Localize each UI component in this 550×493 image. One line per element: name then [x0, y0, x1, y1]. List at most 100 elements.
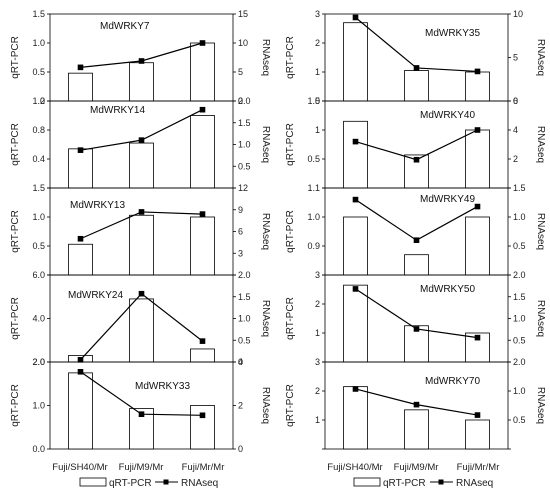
right-category-label-3: Fuji/Mr/Mr [457, 462, 500, 473]
bar-qrt-pcr [343, 22, 368, 102]
left-axis-tick-label: 2 [315, 38, 320, 48]
right-axis-tick-label: 1.5 [513, 292, 526, 302]
legend-right-bar-swatch [353, 477, 381, 487]
rnaseq-marker [199, 211, 206, 217]
left-axis-tick-label: 0 [315, 96, 320, 106]
bar-qrt-pcr [68, 72, 93, 102]
right-axis-title: RNAseq [260, 387, 271, 424]
right-axis-tick-label: 0 [238, 96, 243, 106]
left-axis-tick-label: 0.5 [32, 241, 45, 251]
right-axis-title: RNAseq [260, 126, 271, 163]
left-axis-tick-label: 1.5 [32, 9, 45, 19]
right-axis-tick-label: 4 [513, 125, 518, 135]
left-axis-tick-label: 1.5 [32, 183, 45, 193]
bar-qrt-pcr [190, 348, 215, 363]
chart-panel-1: 0 0.5 1.0 1.5 0 5 10 15 qRT-PCR RNAseq MdWRKY7 [10, 9, 271, 106]
left-axis-title: qRT-PCR [10, 36, 21, 79]
right-axis-tick-label: 10 [238, 38, 248, 48]
right-axis-title: RNAseq [535, 387, 546, 424]
bar-qrt-pcr [68, 372, 93, 450]
left-axis-title: qRT-PCR [10, 297, 21, 340]
right-axis-tick-label: 1.0 [513, 212, 526, 222]
rnaseq-marker [474, 68, 481, 75]
left-axis-tick-label: 1.0 [307, 212, 320, 222]
right-axis-tick-label: 6 [238, 227, 243, 237]
bar-qrt-pcr [129, 298, 154, 363]
left-category-label-3: Fuji/Mr/Mr [182, 462, 225, 473]
panel-title: MdWRKY50 [420, 284, 475, 295]
panel-title: MdWRKY33 [135, 381, 190, 392]
left-axis-tick-label: 3 [315, 270, 320, 280]
right-axis-title: RNAseq [535, 126, 546, 163]
left-axis-tick-label: 0.4 [32, 154, 45, 164]
left-axis-tick-label: 1 [315, 67, 320, 77]
left-axis-tick-label: 0.9 [307, 241, 320, 251]
right-axis-tick-label: 1.0 [513, 386, 526, 396]
right-axis-tick-label: 0.5 [238, 161, 251, 171]
bar-qrt-pcr [465, 216, 490, 276]
left-axis-tick-label: 1.0 [32, 212, 45, 222]
bar-qrt-pcr [190, 405, 215, 450]
bar-qrt-pcr [404, 325, 429, 363]
panel-title: MdWRKY70 [425, 376, 480, 387]
right-axis-tick-label: 1.0 [238, 314, 251, 324]
left-axis-title: qRT-PCR [285, 297, 296, 340]
left-axis-title: qRT-PCR [285, 36, 296, 79]
bar-qrt-pcr [465, 419, 490, 450]
panel-title: MdWRKY49 [420, 194, 475, 205]
right-axis-tick-label: 0 [513, 96, 518, 106]
bar-qrt-pcr [465, 129, 490, 189]
chart-panel-5: 0.0 1.0 2.0 0 2 4 qRT-PCR RNAseq MdWRKY33 [10, 357, 271, 454]
left-axis-title: qRT-PCR [10, 210, 21, 253]
right-axis-tick-label: 1.5 [238, 292, 251, 302]
bar-qrt-pcr [404, 409, 429, 450]
rnaseq-marker [413, 65, 420, 71]
rnaseq-marker [474, 334, 481, 341]
bar-qrt-pcr [190, 115, 215, 189]
rnaseq-marker [413, 156, 420, 163]
chart-panel-7: 0.5 1 1.5 2 4 6 qRT-PCR RNAseq MdWRKY40 [285, 96, 546, 189]
bar-qrt-pcr [129, 214, 154, 276]
rnaseq-marker [138, 290, 145, 297]
right-axis-tick-label: 12 [238, 183, 248, 193]
legend-left-marker-swatch [163, 479, 169, 485]
left-axis-tick-label: 0.5 [32, 67, 45, 77]
left-axis-tick-label: 1.5 [307, 96, 320, 106]
rnaseq-marker [199, 412, 206, 419]
rnaseq-line [355, 17, 478, 73]
right-axis-title: RNAseq [260, 213, 271, 250]
right-axis-tick-label: 1.0 [513, 314, 526, 324]
left-category-label-1: Fuji/SH40/Mr [52, 462, 107, 473]
left-axis-tick-label: 1.0 [32, 401, 45, 411]
left-axis-tick-label: 0 [40, 96, 45, 106]
left-axis-title: qRT-PCR [285, 210, 296, 253]
right-axis-tick-label: 10 [513, 9, 523, 19]
bar-qrt-pcr [129, 408, 154, 450]
right-axis-tick-label: 2.0 [513, 357, 526, 367]
bar-qrt-pcr [465, 71, 490, 102]
rnaseq-marker [352, 386, 359, 392]
right-axis-title: RNAseq [260, 39, 271, 76]
right-category-label-2: Fuji/M9/Mr [394, 462, 439, 473]
bar-qrt-pcr [68, 148, 93, 189]
legend-left: qRT-PCR RNAseq [79, 477, 218, 489]
left-axis-tick-label: 2 [315, 299, 320, 309]
rnaseq-line [355, 199, 478, 241]
right-axis-tick-label: 5 [238, 67, 243, 77]
rnaseq-marker [199, 338, 206, 344]
left-axis-tick-label: 0.0 [32, 444, 45, 454]
right-axis-tick-label: 0.5 [513, 415, 526, 425]
right-category-label-1: Fuji/SH40/Mr [327, 462, 382, 473]
legend-left-bar-swatch [79, 477, 107, 487]
legend-right-bar-label: qRT-PCR [383, 478, 426, 489]
right-axis-title: RNAseq [535, 300, 546, 337]
left-axis-tick-label: 1 [315, 328, 320, 338]
left-axis-title: qRT-PCR [10, 384, 21, 427]
rnaseq-marker [138, 137, 145, 143]
right-axis-tick-label: 3 [238, 248, 243, 258]
bar-qrt-pcr [343, 386, 368, 450]
right-axis-tick-label: 1.0 [238, 140, 251, 150]
bar-qrt-pcr [343, 216, 368, 276]
right-axis-tick-label: 2 [513, 154, 518, 164]
legend-right-line-label: RNAseq [456, 478, 493, 489]
